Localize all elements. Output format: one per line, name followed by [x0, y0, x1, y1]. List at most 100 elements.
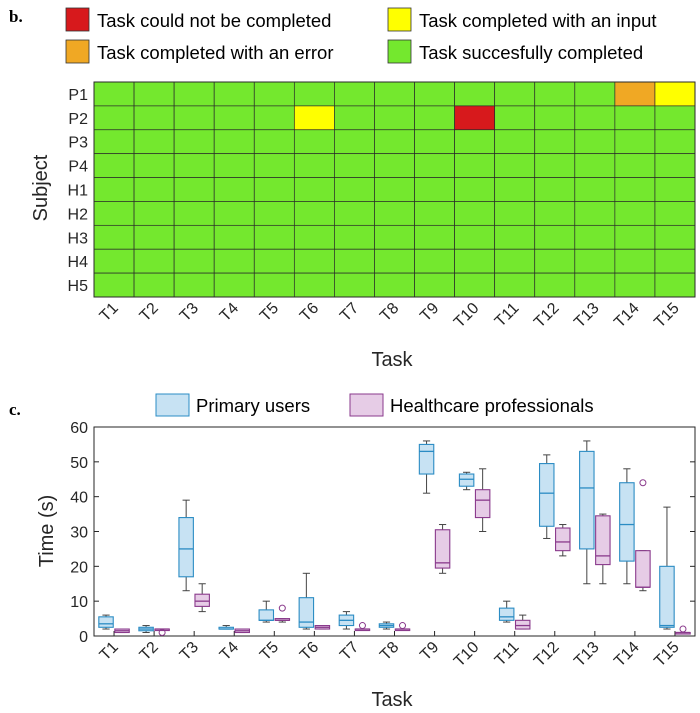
heatmap-cell-P3-T2: [133, 129, 175, 155]
heatmap-cell-P4-T7: [334, 153, 375, 178]
heatmap-cell-H1-T9: [414, 177, 455, 202]
heatmap-cell-P2-T8: [374, 105, 415, 131]
boxplot-xtick-label: T7: [337, 639, 362, 664]
heatmap-cell-H4-T1: [93, 248, 135, 274]
heatmap-cell-H3-T2: [133, 224, 175, 250]
heatmap-cell-P2-T12: [534, 105, 576, 131]
box-body: [579, 450, 595, 550]
heatmap-cell-H2-T10: [454, 201, 496, 226]
boxplot-xtick-label: T10: [451, 639, 483, 671]
box-body: [514, 619, 531, 630]
heatmap-cell-H3-T10: [454, 224, 496, 250]
panel-b-label: b.: [9, 7, 23, 26]
heatmap-cell-H3-T14: [614, 224, 656, 250]
heatmap-ytick-label: P4: [68, 159, 88, 176]
heatmap-cell-H3-T11: [494, 224, 536, 250]
box-body: [458, 473, 475, 487]
heatmap-cell-H3-T13: [574, 224, 616, 250]
heatmap-cell-P4-T8: [374, 153, 415, 178]
boxplot-xtick-label: T11: [492, 639, 523, 670]
box-body: [555, 527, 571, 552]
legend-swatch-primary: [155, 393, 190, 417]
heatmap-xtick-label: T15: [651, 300, 683, 332]
box-outlier: [679, 625, 687, 633]
heatmap-cell-P1-T4: [213, 81, 255, 107]
boxplot-legend: Primary users Healthcare professionals: [155, 393, 594, 417]
boxplot-xtick-label: T5: [257, 639, 282, 664]
box-body: [659, 565, 675, 628]
heatmap-cell-H5-T15: [654, 272, 696, 298]
heatmap-cell-P2-T6: [293, 105, 335, 131]
heatmap-cell-P4-T1: [93, 153, 135, 178]
box-hc-T1: [114, 628, 130, 634]
heatmap-cell-P2-T15: [654, 105, 696, 131]
heatmap-cell-H5-T14: [614, 272, 656, 298]
heatmap-cell-H3-T4: [213, 224, 255, 250]
heatmap-cell-H1-T7: [334, 177, 375, 202]
heatmap-cell-H1-T1: [93, 177, 135, 202]
heatmap-cell-P2-T14: [614, 105, 656, 131]
heatmap-cell-P1-T15: [654, 81, 696, 107]
heatmap-cell-P4-T15: [654, 153, 696, 178]
heatmap-cell-H3-T3: [173, 224, 215, 250]
box-body: [418, 443, 435, 475]
heatmap-xtick-label: T8: [377, 300, 402, 325]
heatmap-cell-H5-T8: [374, 272, 415, 298]
heatmap-cell-H5-T6: [293, 272, 335, 298]
heatmap-cell-H3-T9: [414, 224, 455, 250]
heatmap-cell-H1-T5: [253, 177, 295, 202]
heatmap-cell-P2-T1: [93, 105, 135, 131]
heatmap-cell-P4-T14: [614, 153, 656, 178]
heatmap-cell-H4-T9: [414, 248, 455, 274]
box-body: [635, 550, 651, 588]
heatmap-cell-H5-T3: [173, 272, 215, 298]
heatmap-xtick-label: T11: [492, 300, 523, 331]
heatmap-ytick-label: H4: [68, 254, 89, 271]
heatmap-cell-P1-T2: [133, 81, 175, 107]
heatmap-cell-P4-T12: [534, 153, 576, 178]
heatmap-cell-H1-T15: [654, 177, 696, 202]
heatmap-cell-H4-T13: [574, 248, 616, 274]
heatmap-cell-H2-T9: [414, 201, 455, 226]
heatmap-cell-P3-T12: [534, 129, 576, 155]
heatmap-cell-H2-T2: [133, 201, 175, 226]
legend-swatch-input: [387, 7, 412, 32]
box-primary-T10: [458, 471, 475, 491]
heatmap-cell-H1-T4: [213, 177, 255, 202]
heatmap-cell-H2-T7: [334, 201, 375, 226]
boxplot-xtick-label: T3: [177, 639, 202, 664]
boxplot-xtick-label: T14: [611, 639, 643, 671]
heatmap-cell-H3-T8: [374, 224, 415, 250]
heatmap-ytick-label: H5: [68, 278, 89, 295]
heatmap-cell-P4-T3: [173, 153, 215, 178]
heatmap-legend: Task could not be completed Task complet…: [65, 7, 657, 64]
box-primary-T7: [338, 611, 355, 630]
box-outlier: [358, 622, 366, 630]
box-body: [434, 529, 451, 569]
boxplot-ytick-label: 0: [79, 629, 88, 646]
heatmap-cell-H2-T3: [173, 201, 215, 226]
heatmap-cell-P1-T7: [334, 81, 375, 107]
legend-label-primary: Primary users: [196, 395, 310, 416]
heatmap-ytick-label: H1: [68, 183, 89, 200]
heatmap-cell-P1-T6: [293, 81, 335, 107]
box-body: [298, 597, 315, 628]
box-hc-T4: [234, 628, 251, 634]
boxplot-ytick-label: 40: [70, 490, 88, 507]
heatmap-cell-H2-T8: [374, 201, 415, 226]
heatmap-cell-P1-T9: [414, 81, 455, 107]
heatmap-ylabel: Subject: [30, 154, 52, 221]
box-body: [595, 515, 611, 566]
heatmap-cell-H5-T2: [133, 272, 175, 298]
heatmap-cell-H2-T11: [494, 201, 536, 226]
box-hc-T14: [635, 479, 651, 592]
box-body: [194, 593, 210, 607]
heatmap-cell-H4-T6: [293, 248, 335, 274]
heatmap-cell-H3-T7: [334, 224, 375, 250]
boxplot-xtick-label: T13: [571, 639, 603, 671]
legend-label-input: Task completed with an input: [419, 10, 657, 31]
heatmap-cell-P4-T5: [253, 153, 295, 178]
box-body: [498, 607, 515, 621]
box-hc-T15: [675, 625, 691, 635]
heatmap-cell-H4-T14: [614, 248, 656, 274]
